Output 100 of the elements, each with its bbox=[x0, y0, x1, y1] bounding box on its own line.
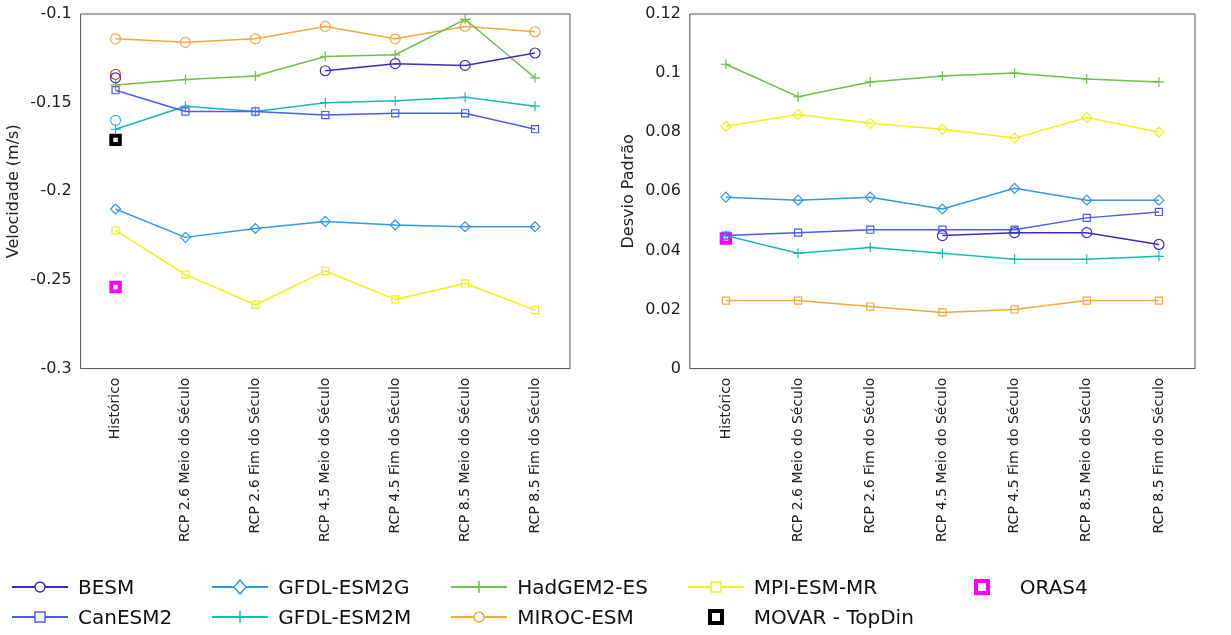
point bbox=[179, 100, 192, 112]
legend-label: BESM bbox=[78, 575, 135, 599]
point bbox=[530, 125, 540, 134]
legend-label: MOVAR - TopDin bbox=[753, 605, 914, 629]
point bbox=[793, 228, 803, 237]
point bbox=[866, 302, 875, 311]
point bbox=[1154, 207, 1164, 217]
point bbox=[460, 109, 470, 118]
point bbox=[1153, 194, 1165, 206]
point bbox=[936, 230, 949, 242]
x-tick-label: RCP 8.5 Meio do Século bbox=[1077, 377, 1094, 543]
legend-label: ORAS4 bbox=[1019, 575, 1088, 599]
point bbox=[1081, 227, 1093, 239]
point bbox=[321, 110, 330, 120]
point bbox=[1154, 296, 1164, 305]
point bbox=[319, 97, 331, 109]
point bbox=[792, 194, 804, 206]
point bbox=[321, 266, 330, 276]
point bbox=[792, 108, 804, 121]
point bbox=[111, 226, 120, 235]
y-tick-label: -0.3 bbox=[40, 357, 72, 377]
point bbox=[938, 225, 947, 234]
point bbox=[1082, 213, 1091, 223]
point bbox=[181, 107, 190, 116]
point bbox=[391, 109, 400, 118]
y-tick-label: 0.06 bbox=[645, 180, 681, 200]
point bbox=[864, 191, 876, 203]
point bbox=[459, 221, 471, 233]
point bbox=[249, 222, 261, 235]
point bbox=[720, 58, 732, 70]
point bbox=[109, 72, 122, 84]
point bbox=[1153, 76, 1165, 88]
point bbox=[866, 225, 875, 234]
y-tick-label: 0.1 bbox=[655, 62, 681, 82]
x-tick-label: Histórico bbox=[716, 377, 733, 440]
x-tick-label: RCP 8.5 Fim do Século bbox=[525, 377, 542, 534]
point bbox=[109, 68, 122, 80]
point bbox=[1010, 305, 1019, 314]
point bbox=[530, 305, 540, 315]
point bbox=[319, 65, 331, 77]
point bbox=[109, 133, 122, 147]
point bbox=[109, 79, 122, 91]
point bbox=[1153, 126, 1165, 138]
point bbox=[1008, 182, 1021, 194]
point bbox=[459, 14, 471, 25]
y-axis-title: Desvio Padrão bbox=[617, 134, 637, 249]
x-tick-label: RCP 8.5 Meio do Século bbox=[455, 377, 472, 543]
point bbox=[1010, 225, 1019, 234]
x-tick-label: Histórico bbox=[106, 377, 123, 440]
point bbox=[179, 36, 192, 48]
point bbox=[391, 295, 400, 304]
point bbox=[181, 270, 190, 279]
point bbox=[389, 95, 401, 107]
y-axis-title: Velocidade (m/s) bbox=[2, 124, 22, 259]
x-tick-label: RCP 4.5 Meio do Século bbox=[315, 377, 332, 543]
x-tick-label: RCP 4.5 Meio do Século bbox=[933, 377, 950, 543]
x-tick-label: RCP 2.6 Meio do Século bbox=[788, 377, 805, 543]
x-tick-label: RCP 8.5 Fim do Século bbox=[1149, 377, 1166, 534]
point bbox=[529, 100, 541, 112]
x-tick-label: RCP 2.6 Fim do Século bbox=[246, 377, 263, 534]
point bbox=[249, 33, 261, 45]
point bbox=[109, 123, 122, 135]
point bbox=[319, 50, 331, 63]
point bbox=[529, 47, 541, 59]
x-tick-label: RCP 2.6 Fim do Século bbox=[860, 377, 877, 534]
point bbox=[1153, 238, 1165, 251]
y-tick-label: 0.04 bbox=[645, 239, 681, 259]
point bbox=[720, 120, 732, 132]
x-tick-label: RCP 2.6 Meio do Século bbox=[176, 377, 193, 543]
point bbox=[1081, 111, 1093, 124]
y-tick-label: 0.08 bbox=[645, 121, 681, 141]
point bbox=[529, 72, 541, 84]
legend-label: MPI-ESM-MR bbox=[753, 575, 878, 599]
point bbox=[389, 49, 401, 61]
legend-label: GFDL-ESM2M bbox=[278, 605, 412, 629]
y-tick-label: -0.2 bbox=[40, 180, 72, 200]
point bbox=[1081, 253, 1093, 265]
point bbox=[864, 117, 876, 129]
point bbox=[179, 73, 192, 86]
point bbox=[109, 280, 122, 294]
point bbox=[109, 203, 122, 215]
point bbox=[460, 279, 470, 288]
point bbox=[936, 123, 949, 135]
point bbox=[1008, 132, 1021, 144]
point bbox=[1008, 227, 1021, 239]
y-tick-label: -0.1 bbox=[40, 3, 72, 23]
point bbox=[1153, 250, 1165, 262]
y-tick-label: 0.12 bbox=[645, 3, 681, 23]
point bbox=[864, 76, 876, 88]
point bbox=[389, 219, 401, 231]
point bbox=[389, 58, 401, 70]
point bbox=[251, 300, 260, 309]
point bbox=[721, 296, 731, 305]
x-tick-label: RCP 4.5 Fim do Século bbox=[385, 377, 402, 534]
point bbox=[1008, 253, 1021, 265]
legend-label: GFDL-ESM2G bbox=[278, 575, 410, 599]
point bbox=[459, 20, 471, 33]
point bbox=[793, 296, 803, 305]
point bbox=[319, 20, 331, 33]
point bbox=[1081, 194, 1093, 206]
